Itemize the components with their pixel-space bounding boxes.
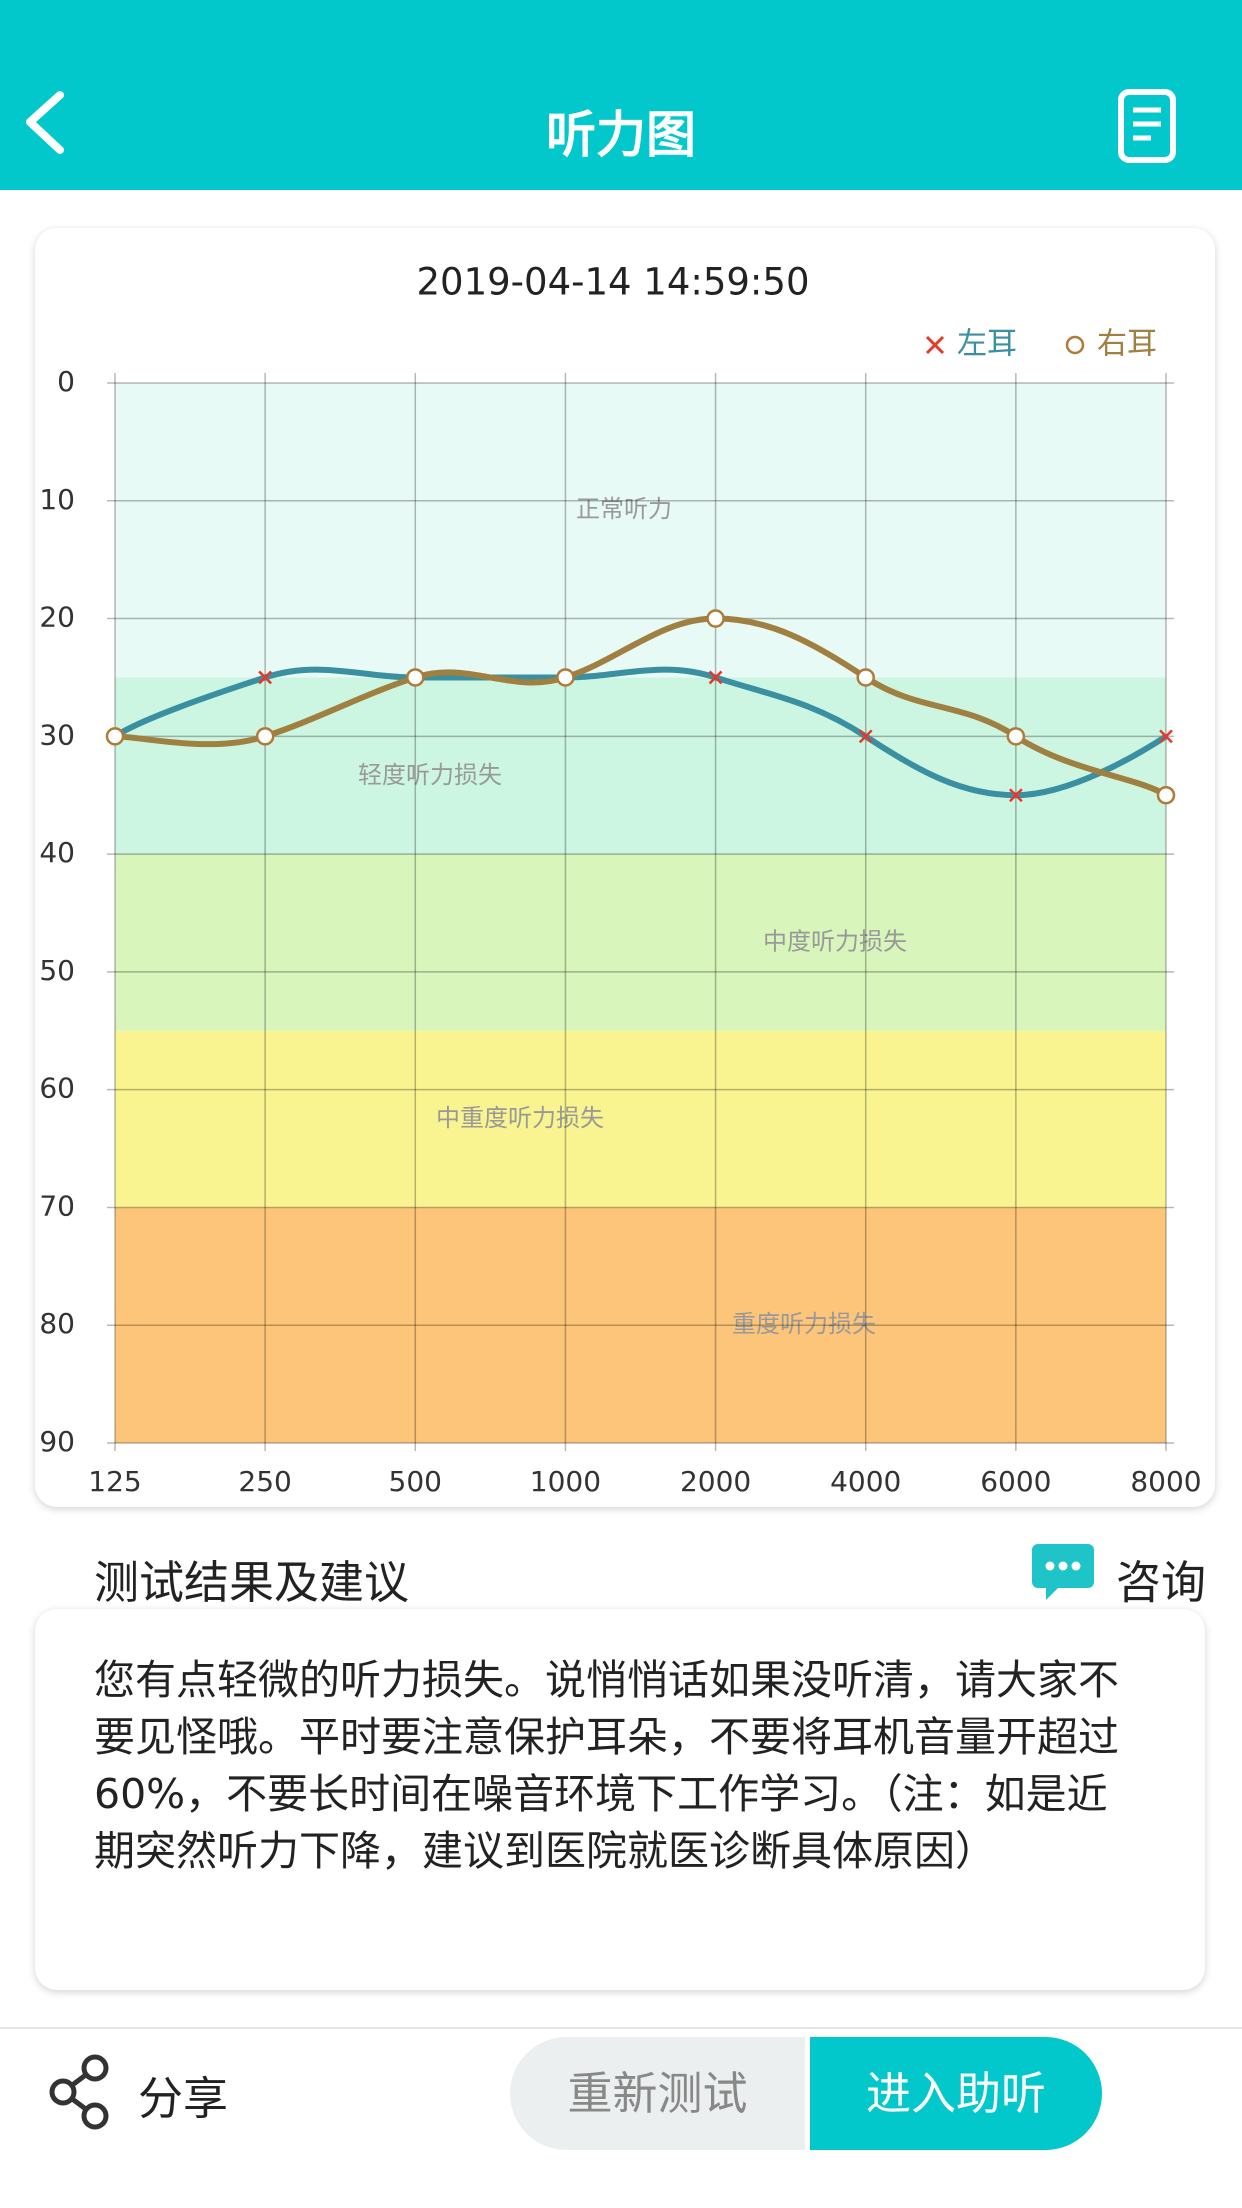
data-point (858, 729, 873, 744)
consult-icon[interactable] (1032, 1540, 1094, 1604)
data-point (255, 727, 275, 746)
x-tick-label: 125 (88, 1465, 141, 1498)
y-tick-label: 30 (39, 718, 75, 751)
band-label: 中重度听力损失 (436, 1104, 604, 1132)
hearing-band (115, 383, 1166, 678)
series-line (113, 666, 1168, 799)
marker-stroke (258, 670, 273, 685)
share-button[interactable]: 分享 (138, 2072, 229, 2125)
share-icon[interactable] (45, 2052, 115, 2132)
x-tick-label: 4000 (830, 1465, 901, 1498)
y-tick-label: 40 (39, 836, 75, 869)
band-label: 轻度听力损失 (358, 761, 502, 789)
data-point (856, 668, 875, 687)
data-point (258, 670, 273, 685)
hearing-band (115, 1030, 1166, 1208)
x-tick-label: 250 (238, 1465, 291, 1498)
hearing-band (115, 1207, 1166, 1443)
section-heading: 测试结果及建议 (94, 1556, 410, 1609)
data-point (1156, 785, 1176, 805)
legend-marker (1065, 335, 1085, 355)
y-tick-label: 90 (39, 1425, 75, 1458)
advice-text: 您有点轻微的听力损失。说悄悄话如果没听清，请大家不要见怪哦。平时要注意保护耳朵，… (94, 1656, 1119, 1875)
hearing-band (115, 677, 1166, 855)
chart-title: 2019-04-14 14:59:50 (417, 261, 810, 304)
enter-button[interactable]: 进入助听 (810, 2037, 1102, 2150)
marker-stroke (1159, 729, 1173, 744)
y-tick-label: 20 (39, 601, 75, 634)
marker-stroke (708, 670, 723, 685)
header-title: 听力图 (546, 106, 696, 164)
series-line (114, 615, 1168, 798)
divider (0, 2027, 1242, 2029)
data-point (706, 609, 725, 628)
y-tick-label: 60 (39, 1072, 75, 1105)
consult-button[interactable]: 咨询 (1116, 1556, 1207, 1609)
legend-label: 左耳 (957, 327, 1017, 362)
legend-label: 右耳 (1097, 327, 1157, 362)
data-point (556, 668, 575, 687)
x-tick-label: 2000 (680, 1465, 751, 1498)
band-label: 重度听力损失 (732, 1310, 876, 1338)
data-point (105, 727, 125, 746)
marker-stroke (1008, 788, 1023, 803)
y-tick-label: 50 (39, 954, 75, 987)
data-point (406, 668, 425, 687)
chart-card: 2019-04-14 14:59:50 正常听力轻度听力损失中度听力损失中重度听力… (35, 228, 1215, 1507)
y-tick-label: 80 (39, 1307, 75, 1340)
y-tick-label: 70 (39, 1189, 75, 1222)
legend-marker (925, 335, 945, 355)
advice-card (35, 1609, 1205, 1990)
y-tick-label: 0 (57, 365, 75, 398)
x-tick-label: 1000 (530, 1465, 601, 1498)
data-point (708, 670, 723, 685)
y-tick-label: 10 (39, 483, 75, 516)
marker-stroke (858, 729, 873, 744)
data-point (1008, 788, 1023, 803)
band-label: 正常听力 (576, 495, 672, 523)
header: 听力图 (0, 0, 1242, 190)
chart: 2019-04-14 14:59:50 正常听力轻度听力损失中度听力损失中重度听力… (39, 261, 1201, 1499)
x-tick-label: 6000 (980, 1465, 1051, 1498)
hearing-band (115, 854, 1166, 1031)
retest-button[interactable]: 重新测试 (510, 2037, 805, 2150)
band-label: 中度听力损失 (763, 927, 907, 955)
data-point (1159, 729, 1173, 744)
x-tick-label: 500 (389, 1465, 442, 1498)
back-button[interactable] (20, 90, 70, 160)
x-tick-label: 8000 (1130, 1465, 1201, 1498)
data-point (1006, 727, 1026, 746)
report-icon[interactable] (1115, 88, 1185, 168)
